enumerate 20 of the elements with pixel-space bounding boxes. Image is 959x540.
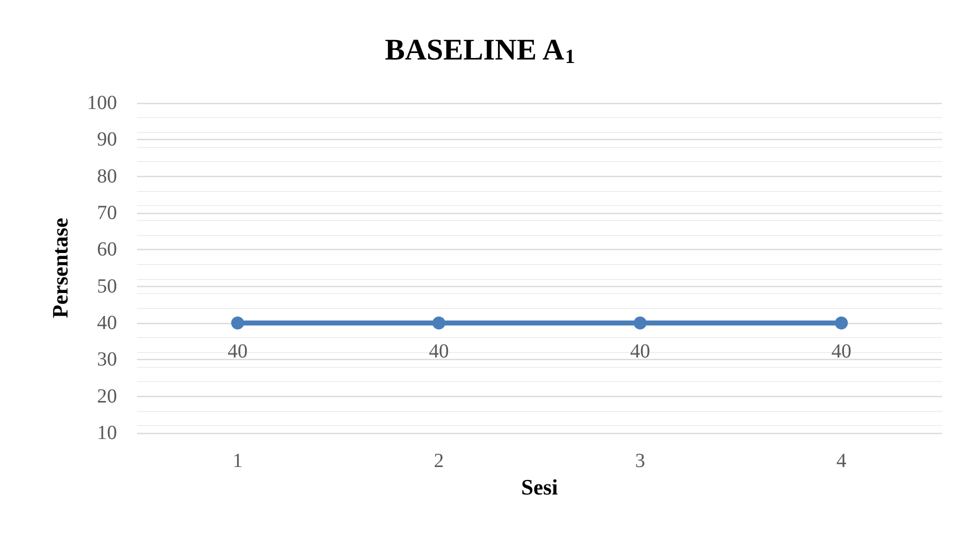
x-tick-label: 1	[232, 450, 243, 472]
y-tick-label: 60	[97, 238, 117, 261]
y-axis-title: Persentase	[48, 218, 72, 318]
y-tick-label: 30	[97, 348, 117, 371]
x-tick-label: 3	[635, 450, 646, 472]
y-tick-label: 20	[97, 385, 117, 408]
y-tick-label: 40	[97, 312, 117, 334]
y-tick-label: 50	[97, 275, 117, 298]
y-tick-label: 70	[97, 202, 117, 224]
y-tick-label: 90	[97, 128, 117, 151]
data-label: 40	[630, 340, 650, 362]
y-tick-label: 10	[97, 422, 117, 444]
y-tick-label: 80	[97, 165, 117, 188]
data-label: 40	[228, 340, 248, 362]
y-tick-label: 100	[87, 92, 117, 114]
data-label: 40	[428, 340, 449, 362]
x-tick-label: 2	[434, 450, 444, 472]
x-axis-title: Sesi	[521, 474, 558, 500]
data-label: 40	[831, 340, 852, 362]
x-tick-label: 4	[836, 450, 846, 472]
